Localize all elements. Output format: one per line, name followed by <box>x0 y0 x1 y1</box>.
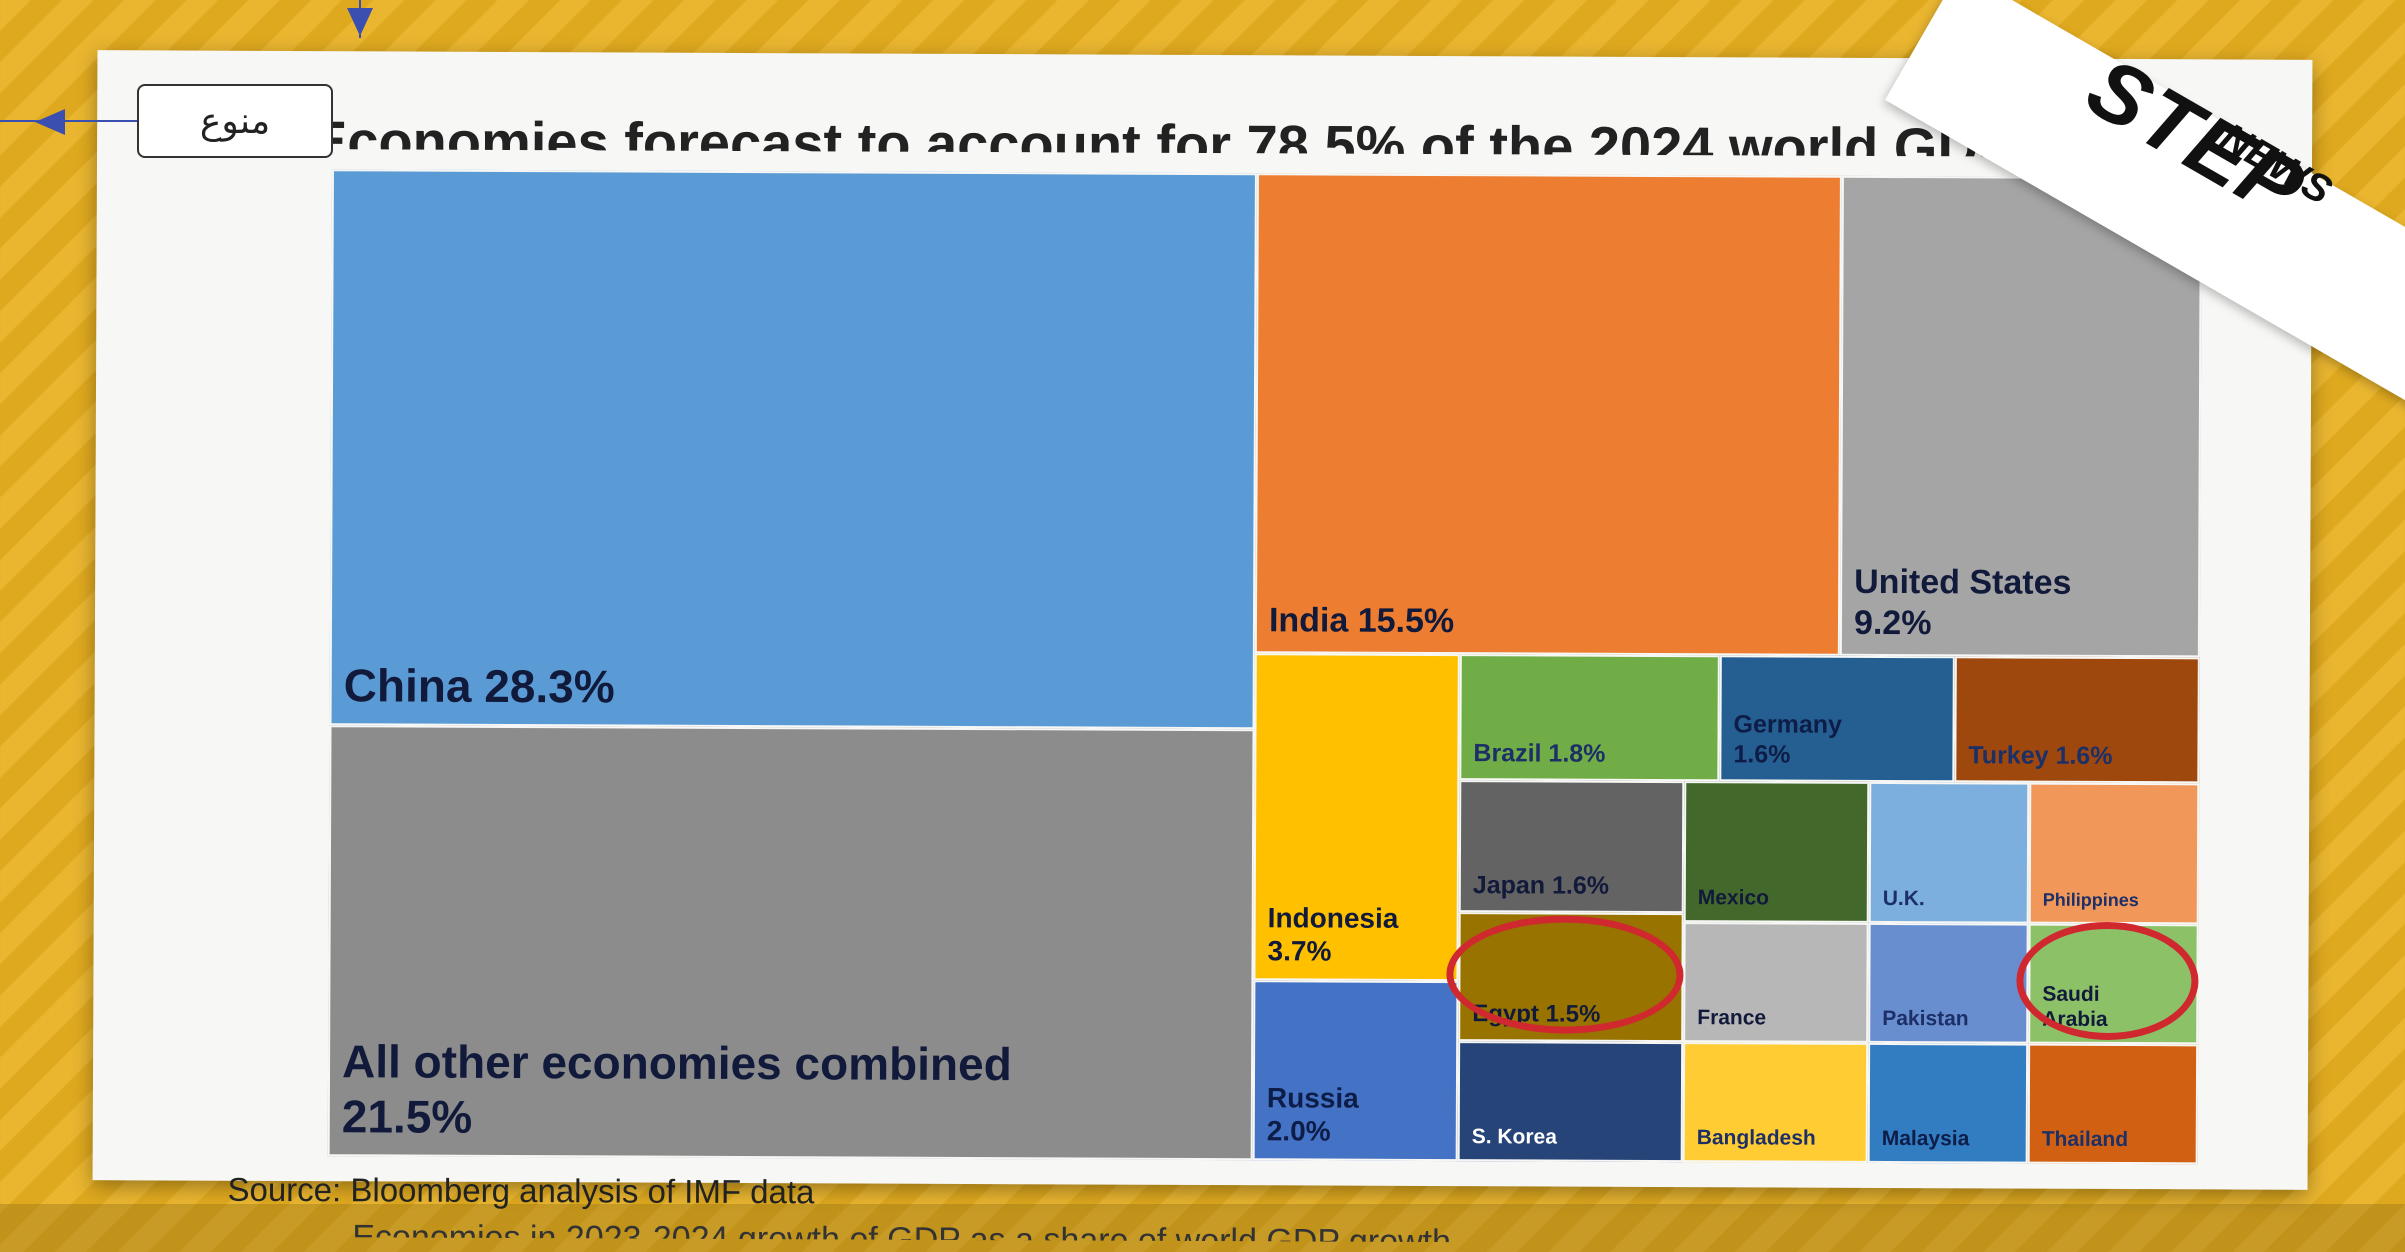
tile-u-k: U.K. <box>1868 781 2030 924</box>
tile-label-germany: Germany 1.6% <box>1733 710 1843 769</box>
tile-s-korea: S. Korea <box>1457 1041 1684 1163</box>
highlight-circle-saudi-arabia <box>2016 921 2199 1041</box>
tile-label-russia: Russia 2.0% <box>1266 1082 1359 1147</box>
tile-china: China 28.3% <box>329 169 1257 730</box>
tile-label-s-korea: S. Korea <box>1471 1124 1558 1149</box>
tile-label-indonesia: Indonesia 3.7% <box>1267 902 1399 967</box>
treemap: China 28.3% All other economies combined … <box>327 169 2202 1165</box>
tile-label-pakistan: Pakistan <box>1882 1006 1969 1031</box>
tile-label-brazil: Brazil 1.8% <box>1473 739 1606 768</box>
chart-card: 20 Economies forecast to account for 78.… <box>92 50 2313 1244</box>
tile-all-other-economies-combined: All other economies combined 21.5% <box>327 725 1255 1161</box>
tile-label-malaysia: Malaysia <box>1881 1126 1970 1151</box>
highlight-circle-egypt <box>1446 914 1684 1034</box>
tile-philippines: Philippines <box>2028 782 2200 925</box>
tile-malaysia: Malaysia <box>1867 1042 2029 1164</box>
tile-label-philippines: Philippines <box>2042 890 2139 911</box>
tile-germany: Germany 1.6% <box>1719 655 1955 783</box>
tile-mexico: Mexico <box>1683 781 1870 923</box>
tile-label-china: China 28.3% <box>343 659 615 713</box>
tile-france: France <box>1683 922 1869 1043</box>
tile-label-bangladesh: Bangladesh <box>1696 1125 1816 1150</box>
tile-thailand: Thailand <box>2027 1043 2199 1165</box>
tile-label-u-k: U.K. <box>1882 886 1925 910</box>
tile-label-japan: Japan 1.6% <box>1472 871 1610 900</box>
bottom-strip <box>0 1204 2405 1252</box>
tile-pakistan: Pakistan <box>1868 922 2029 1044</box>
tile-label-turkey: Turkey 1.6% <box>1968 741 2113 770</box>
tile-label-france: France <box>1697 1005 1767 1030</box>
tile-label-thailand: Thailand <box>2041 1127 2129 1151</box>
guide-line <box>0 120 137 122</box>
chart-title: 20 Economies forecast to account for 78.… <box>232 108 2065 158</box>
tile-label-united-states: United States 9.2% <box>1853 563 2072 643</box>
tile-russia: Russia 2.0% <box>1252 980 1459 1162</box>
arrow-left-icon <box>35 109 65 135</box>
tile-label-all-other-economies-combined: All other economies combined 21.5% <box>341 1034 1012 1143</box>
arrow-down-icon <box>347 8 373 36</box>
tile-japan: Japan 1.6% <box>1458 780 1685 914</box>
tile-turkey: Turkey 1.6% <box>1954 656 2200 784</box>
source-note: Source: Bloomberg analysis of IMF data <box>227 1170 815 1211</box>
tile-indonesia: Indonesia 3.7% <box>1253 653 1460 982</box>
tile-label-india: India 15.5% <box>1268 601 1455 641</box>
tile-india: India 15.5% <box>1254 173 1842 656</box>
tile-label-mexico: Mexico <box>1697 885 1770 910</box>
category-tag[interactable]: منوع <box>137 84 333 158</box>
tile-bangladesh: Bangladesh <box>1682 1042 1869 1163</box>
tile-brazil: Brazil 1.8% <box>1459 654 1720 782</box>
